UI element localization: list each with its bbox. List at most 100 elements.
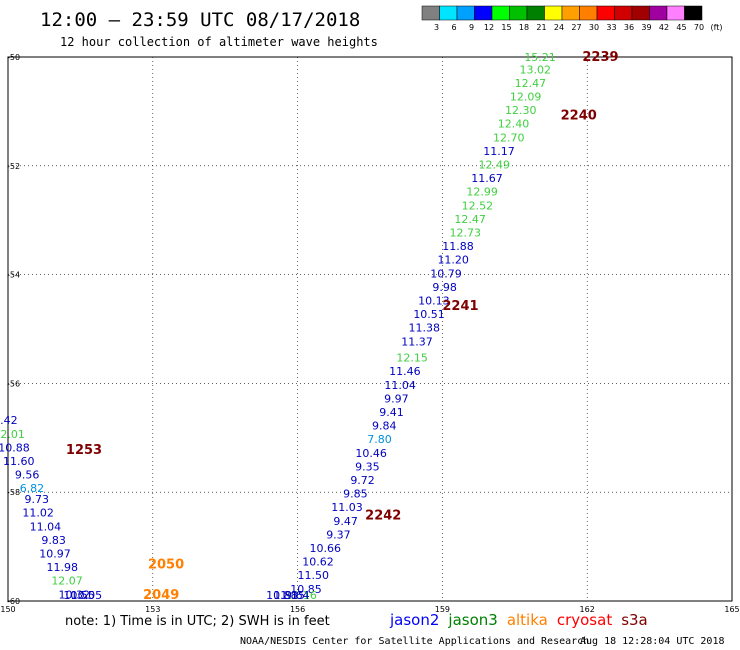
x-tick-label: 156 [290,605,305,614]
wave-height-label: 11.20 [437,254,469,267]
wave-height-label: 11.37 [401,335,433,348]
wave-height-label: 11.04 [30,520,62,533]
wave-height-label: 12.73 [450,227,482,240]
wave-height-label: 9.47 [333,515,358,528]
wave-height-label: 9.72 [350,474,375,487]
wave-height-label: 9.97 [384,392,409,405]
color-swatch [439,5,458,21]
color-swatch [579,5,598,21]
color-scale-label: 21 [536,23,546,32]
wave-height-label: 9.56 [15,469,40,482]
satellite-legend: jason2 jason3 altika cryosat s3a [389,611,648,629]
x-tick-label: 153 [145,605,160,614]
color-scale-label: 6 [451,23,456,32]
legend-altika: altika [507,611,548,629]
color-swatch [544,5,563,21]
wave-height-label: 10.97 [39,547,71,560]
y-tick-label: -60 [7,597,20,606]
y-tick-label: -56 [7,379,20,388]
color-scale-label: 24 [554,23,564,32]
x-tick-label: 150 [0,605,15,614]
color-swatch [491,5,510,21]
pass-time-label: 2239 [582,50,618,65]
color-swatch [684,5,703,21]
wave-height-label: 10.88 [0,441,30,454]
wave-height-label: 9.84 [372,420,397,433]
wave-height-label: 9.73 [25,493,50,506]
wave-height-label: 10.66 [310,542,342,555]
color-swatch [649,5,668,21]
wave-height-label: 12.07 [51,575,83,588]
color-scale-label: 12 [484,23,494,32]
color-swatch [421,5,440,21]
wave-height-label: 11.46 [389,365,421,378]
color-scale-label: 45 [676,23,686,32]
legend-note: note: 1) Time is in UTC; 2) SWH is in fe… [65,614,330,629]
plot-area: 150 153 156 159 162 165 -50 -52 -54 -56 -58 -60 15.2… [0,50,740,614]
color-scale-label: 70 [694,23,704,32]
wave-height-label: 10.51 [413,308,445,321]
color-swatch [631,5,650,21]
color-scale-label: 27 [571,23,581,32]
pass-time-label: 2242 [365,508,401,523]
wave-height-label: 13.02 [520,63,552,76]
wave-height-label: 12.70 [493,131,525,144]
wave-height-label: 10.79 [430,267,462,280]
wave-height-label: 12.01 [0,428,25,441]
footer-credit: NOAA/NESDIS Center for Satellite Applica… [240,636,589,647]
color-scale-label: 42 [659,23,669,32]
wave-height-label: 11.98 [46,561,78,574]
color-swatch [456,5,475,21]
chart-title: 12:00 — 23:59 UTC 08/17/2018 [40,9,360,31]
wave-height-label: 12.09 [510,91,542,104]
legend-jason3: jason3 [447,611,497,629]
legend-jason2: jason2 [389,611,439,629]
color-scale-label: 33 [606,23,616,32]
wave-height-label: 12.52 [462,199,494,212]
color-scale-label: (ft) [710,23,722,32]
wave-height-label: 9.64 [285,589,310,602]
x-tick-label: 165 [724,605,739,614]
wave-height-label: 11.67 [471,172,503,185]
wave-height-label: 10.05 [71,589,103,602]
color-scale-label: 18 [519,23,529,32]
color-swatch [509,5,528,21]
wave-height-label: 12.16 [285,589,317,602]
wave-height-label: 11.50 [297,569,329,582]
wave-height-label: 6.82 [20,482,45,495]
pass-time-label: 2241 [442,299,478,314]
color-swatch [596,5,615,21]
wave-height-label: 11.88 [442,240,474,253]
wave-height-label: 10.13 [418,295,450,308]
pass-time-label: 2049 [143,588,179,603]
wave-height-label: 9.83 [41,534,66,547]
wave-height-label: 10.55 [63,589,95,602]
wave-height-label: 12.40 [498,118,530,131]
legend-s3a: s3a [621,611,648,629]
y-tick-label: -58 [7,488,20,497]
wave-height-label: 7.80 [367,433,392,446]
pass-time-label: 1253 [66,443,102,458]
wave-height-label: 10.46 [355,447,387,460]
wave-height-label: 11.42 [0,414,18,427]
wave-height-label: 12.49 [478,159,510,172]
chart-subtitle: 12 hour collection of altimeter wave hei… [60,35,378,49]
wave-height-label: 11.38 [408,322,440,335]
wave-height-label: 11.03 [331,501,363,514]
color-swatch [666,5,685,21]
y-tick-label: -52 [7,162,20,171]
wave-height-label: 15.21 [524,51,556,64]
wave-height-label: 10.88 [266,589,298,602]
wave-height-label: 10.85 [290,583,322,596]
wave-height-label: 12.15 [396,352,428,365]
wave-height-label: 12.99 [466,186,498,199]
color-scale-label: 36 [624,23,634,32]
wave-height-label: 11.60 [3,455,35,468]
wave-height-label: 9.37 [326,528,351,541]
wave-height-label: 9.85 [343,488,368,501]
wave-height-label: 12.30 [505,104,537,117]
color-scale-label: 39 [641,23,651,32]
color-scale-label: 30 [589,23,599,32]
color-scale-bar: 3 6 9 12 15 18 21 24 27 30 33 36 39 42 45 70 (ft) [421,5,723,32]
